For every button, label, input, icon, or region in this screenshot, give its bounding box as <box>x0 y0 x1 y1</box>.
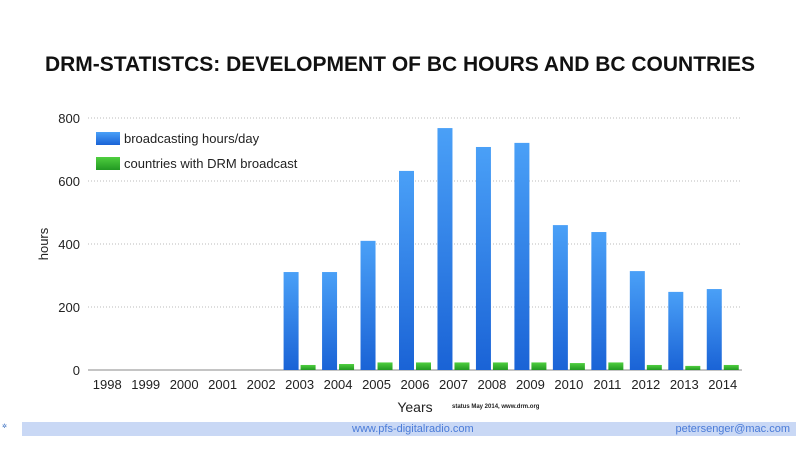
bar-countries <box>492 362 508 370</box>
bar-countries <box>608 362 624 370</box>
bar-broadcasting-hours <box>706 289 722 370</box>
footer-bar: www.pfs-digitalradio.com petersenger@mac… <box>22 422 796 436</box>
y-tick-label: 800 <box>58 111 80 126</box>
legend-swatch <box>96 132 120 145</box>
bar-countries <box>339 364 355 370</box>
legend-swatch <box>96 157 120 170</box>
x-tick-label: 2005 <box>362 377 391 392</box>
x-tick-label: 2011 <box>593 377 621 392</box>
bar-broadcasting-hours <box>552 225 568 370</box>
bar-broadcasting-hours <box>399 170 414 370</box>
x-tick-label: 2013 <box>670 377 699 392</box>
x-tick-label: 2003 <box>285 377 314 392</box>
bar-broadcasting-hours <box>668 291 684 370</box>
bar-broadcasting-hours <box>629 271 645 370</box>
y-tick-label: 400 <box>58 237 80 252</box>
y-axis-label: hours <box>36 227 51 260</box>
x-tick-label: 2010 <box>554 377 583 392</box>
bar-countries <box>723 364 739 370</box>
bar-broadcasting-hours <box>514 142 530 370</box>
x-tick-label: 2001 <box>208 377 237 392</box>
bar-countries <box>569 363 585 370</box>
bar-broadcasting-hours <box>437 128 453 370</box>
legend-label: broadcasting hours/day <box>124 131 260 146</box>
x-tick-label: 1998 <box>93 377 122 392</box>
y-tick-label: 0 <box>73 363 80 378</box>
footer-url-link[interactable]: www.pfs-digitalradio.com <box>352 423 474 435</box>
x-tick-label: 2006 <box>401 377 430 392</box>
legend-label: countries with DRM broadcast <box>124 156 298 171</box>
bar-countries <box>377 362 393 370</box>
bar-broadcasting-hours <box>360 240 376 370</box>
bar-countries <box>685 365 701 370</box>
bar-broadcasting-hours <box>591 232 607 370</box>
bar-countries <box>416 362 431 370</box>
bar-countries <box>646 364 662 370</box>
bar-broadcasting-hours <box>322 272 338 370</box>
bar-broadcasting-hours <box>283 272 299 370</box>
x-tick-label: 2009 <box>516 377 545 392</box>
drm-logo: ✲ <box>2 424 8 430</box>
status-annotation: status May 2014, www.drm.org <box>452 404 540 410</box>
x-tick-label: 2014 <box>708 377 737 392</box>
x-tick-label: 2000 <box>170 377 199 392</box>
footer-email-link[interactable]: petersenger@mac.com <box>675 423 791 435</box>
chart-title: DRM-STATISTCS: DEVELOPMENT OF BC HOURS A… <box>44 53 756 76</box>
x-tick-label: 1999 <box>131 377 160 392</box>
x-tick-label: 2008 <box>477 377 506 392</box>
x-tick-label: 2007 <box>439 377 468 392</box>
bar-broadcasting-hours <box>475 146 491 370</box>
x-tick-label: 2004 <box>324 377 353 392</box>
bar-countries <box>300 364 316 370</box>
y-tick-label: 200 <box>58 300 80 315</box>
x-axis-label: Years <box>397 399 432 415</box>
bar-countries <box>454 362 470 370</box>
y-tick-label: 600 <box>58 174 80 189</box>
x-tick-label: 2012 <box>631 377 660 392</box>
x-tick-label: 2002 <box>247 377 276 392</box>
bar-countries <box>531 362 547 370</box>
